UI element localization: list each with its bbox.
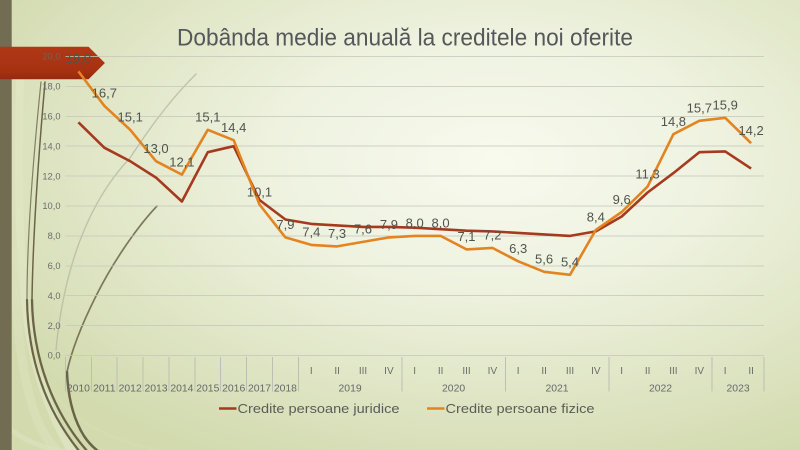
svg-text:15,1: 15,1 bbox=[195, 110, 220, 125]
svg-text:0,0: 0,0 bbox=[48, 351, 61, 361]
svg-text:I: I bbox=[517, 366, 520, 377]
svg-text:II: II bbox=[748, 366, 754, 377]
svg-text:2015: 2015 bbox=[196, 384, 219, 395]
svg-text:16,7: 16,7 bbox=[92, 86, 117, 101]
svg-text:7,2: 7,2 bbox=[483, 228, 501, 243]
svg-text:7,1: 7,1 bbox=[457, 229, 475, 244]
svg-text:I: I bbox=[620, 366, 623, 377]
svg-text:6,0: 6,0 bbox=[48, 261, 61, 271]
svg-text:III: III bbox=[359, 366, 367, 377]
svg-text:14,2: 14,2 bbox=[738, 123, 763, 138]
svg-text:4,0: 4,0 bbox=[48, 291, 61, 301]
svg-text:III: III bbox=[462, 366, 470, 377]
svg-text:2019: 2019 bbox=[339, 384, 362, 395]
svg-text:Credite persoane fizice: Credite persoane fizice bbox=[446, 401, 595, 416]
svg-text:2012: 2012 bbox=[119, 384, 142, 395]
svg-text:Credite persoane juridice: Credite persoane juridice bbox=[238, 401, 400, 416]
svg-text:I: I bbox=[724, 366, 727, 377]
svg-text:20,0: 20,0 bbox=[42, 52, 60, 62]
svg-text:2016: 2016 bbox=[222, 384, 245, 395]
svg-text:IV: IV bbox=[384, 366, 394, 377]
svg-text:2014: 2014 bbox=[170, 384, 193, 395]
svg-text:II: II bbox=[541, 366, 547, 377]
svg-text:13,0: 13,0 bbox=[143, 141, 168, 156]
svg-text:II: II bbox=[334, 366, 340, 377]
svg-text:2022: 2022 bbox=[649, 384, 672, 395]
svg-text:2017: 2017 bbox=[248, 384, 271, 395]
svg-text:14,8: 14,8 bbox=[661, 114, 686, 129]
svg-text:8,0: 8,0 bbox=[48, 231, 61, 241]
svg-text:2018: 2018 bbox=[274, 384, 297, 395]
svg-text:I: I bbox=[310, 366, 313, 377]
svg-text:8,4: 8,4 bbox=[587, 210, 605, 225]
svg-text:II: II bbox=[438, 366, 444, 377]
svg-text:14,4: 14,4 bbox=[221, 120, 246, 135]
svg-text:2,0: 2,0 bbox=[48, 321, 61, 331]
svg-text:5,4: 5,4 bbox=[561, 255, 579, 270]
svg-text:Dobânda medie anuală la credit: Dobânda medie anuală la creditele noi of… bbox=[177, 25, 633, 52]
svg-text:5,6: 5,6 bbox=[535, 252, 553, 267]
svg-text:2023: 2023 bbox=[727, 384, 750, 395]
svg-text:2020: 2020 bbox=[442, 384, 465, 395]
svg-text:10,1: 10,1 bbox=[247, 184, 272, 199]
svg-text:15,7: 15,7 bbox=[687, 101, 712, 116]
svg-text:18,0: 18,0 bbox=[42, 82, 60, 92]
svg-text:IV: IV bbox=[695, 366, 705, 377]
svg-text:IV: IV bbox=[488, 366, 498, 377]
svg-text:6,3: 6,3 bbox=[509, 241, 527, 256]
svg-text:II: II bbox=[645, 366, 651, 377]
svg-text:2010: 2010 bbox=[67, 384, 90, 395]
svg-text:7,3: 7,3 bbox=[328, 226, 346, 241]
svg-text:10,0: 10,0 bbox=[42, 201, 60, 211]
svg-text:12,0: 12,0 bbox=[42, 171, 60, 181]
svg-text:2013: 2013 bbox=[144, 384, 167, 395]
svg-text:14,0: 14,0 bbox=[42, 141, 60, 151]
svg-text:IV: IV bbox=[591, 366, 601, 377]
svg-text:2011: 2011 bbox=[93, 384, 116, 395]
svg-text:12,1: 12,1 bbox=[169, 154, 194, 169]
svg-text:7,6: 7,6 bbox=[354, 222, 372, 237]
svg-text:7,9: 7,9 bbox=[380, 217, 398, 232]
svg-text:15,1: 15,1 bbox=[118, 110, 143, 125]
svg-text:III: III bbox=[669, 366, 677, 377]
svg-text:7,9: 7,9 bbox=[276, 217, 294, 232]
svg-text:11,3: 11,3 bbox=[635, 166, 659, 181]
svg-text:8,0: 8,0 bbox=[406, 216, 424, 231]
svg-text:15,9: 15,9 bbox=[713, 98, 738, 113]
svg-text:III: III bbox=[566, 366, 574, 377]
svg-text:16,0: 16,0 bbox=[42, 112, 60, 122]
svg-text:8,0: 8,0 bbox=[432, 216, 450, 231]
svg-text:19,0: 19,0 bbox=[66, 51, 91, 66]
svg-text:7,4: 7,4 bbox=[302, 225, 320, 240]
svg-text:2021: 2021 bbox=[545, 384, 568, 395]
svg-text:I: I bbox=[413, 366, 416, 377]
svg-text:9,6: 9,6 bbox=[613, 192, 631, 207]
